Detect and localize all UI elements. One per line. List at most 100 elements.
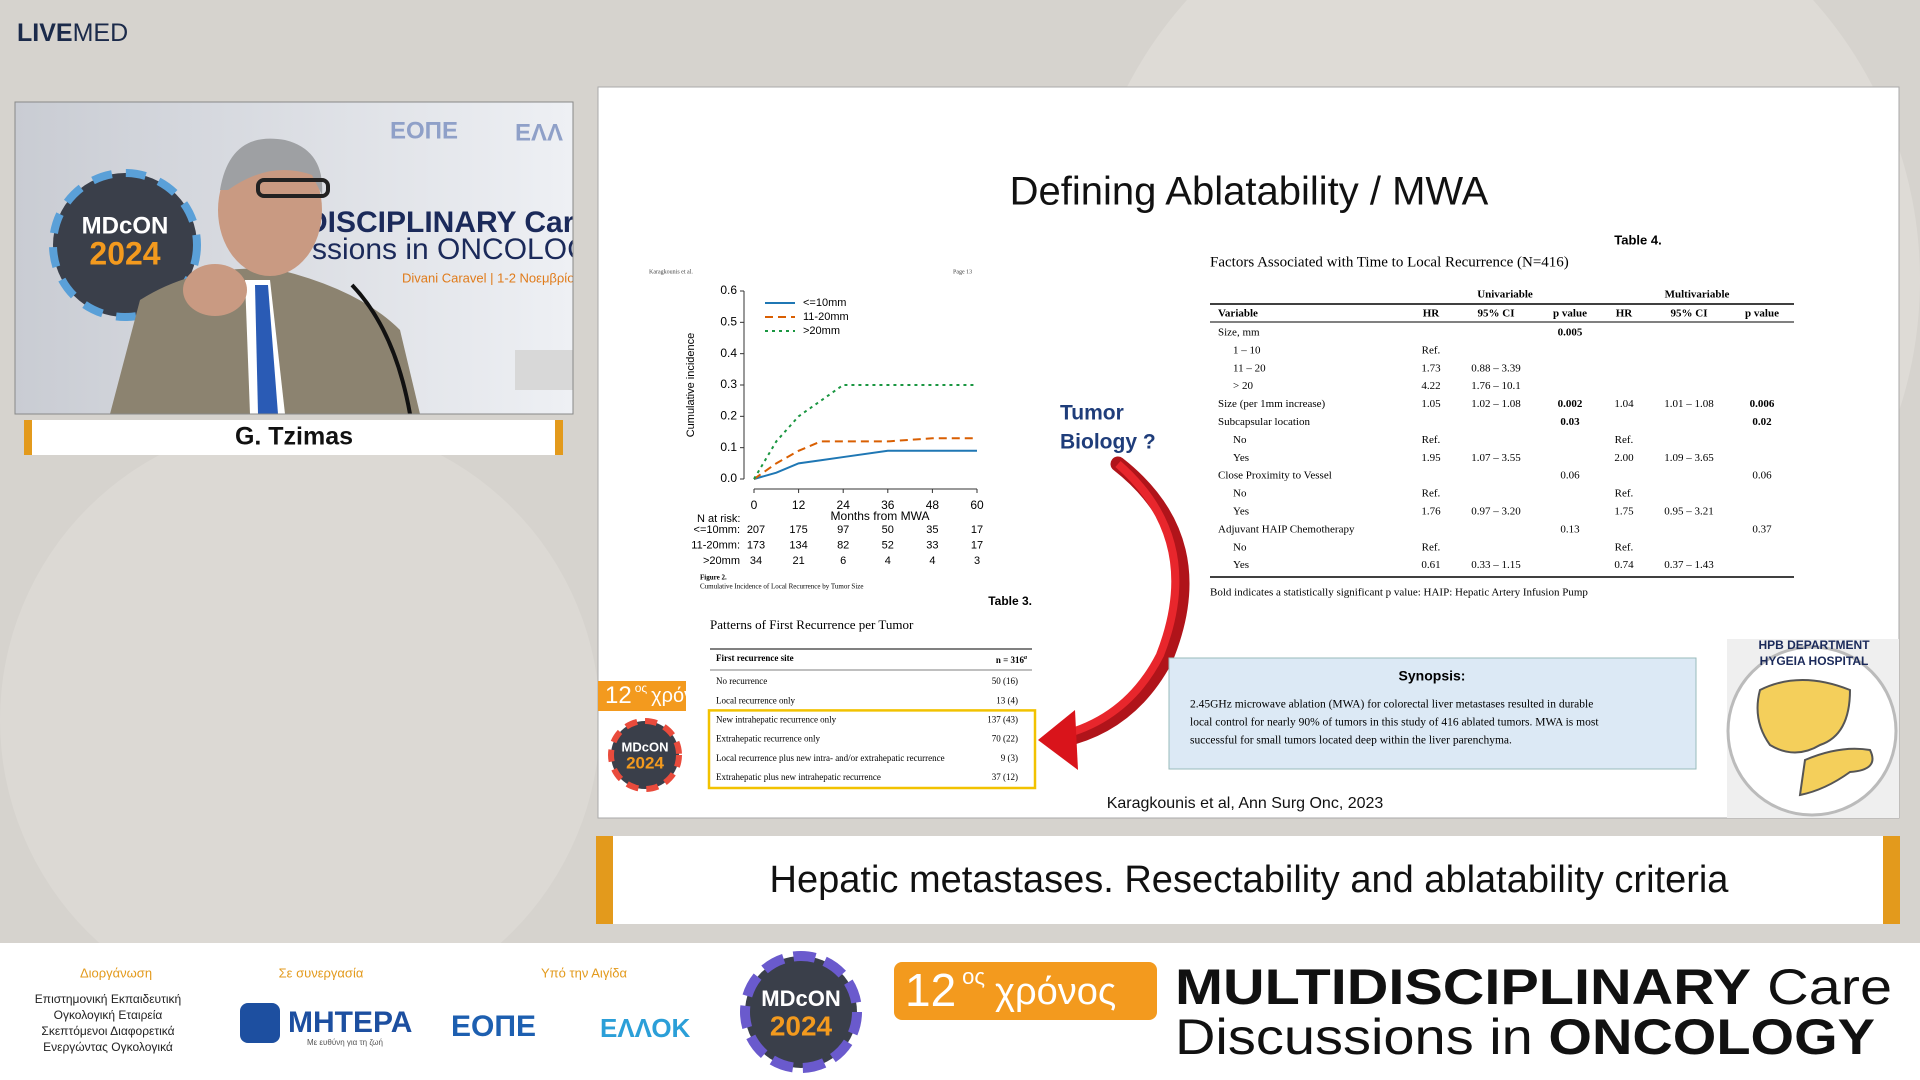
y-axis-label: Cumulative incidence bbox=[685, 333, 697, 438]
synopsis-text: successful for small tumors located deep… bbox=[1190, 735, 1512, 747]
event-light: Discussions in bbox=[1175, 1009, 1533, 1065]
cell: 0.005 bbox=[1558, 327, 1583, 339]
y-tick-label: 0.0 bbox=[720, 471, 737, 485]
cell: Local recurrence plus new intra- and/or … bbox=[716, 753, 945, 763]
cell: 0.33 – 1.15 bbox=[1471, 559, 1521, 571]
cell: No bbox=[1233, 541, 1247, 553]
table: Univariable Multivariable Variable HR 95% CI… bbox=[1210, 289, 1794, 578]
backdrop-logo bbox=[49, 169, 201, 321]
risk-label: <=10mm: bbox=[694, 524, 740, 536]
cell: 1.95 bbox=[1421, 452, 1441, 464]
citation: Karagkounis et al, Ann Surg Onc, 2023 bbox=[1107, 795, 1384, 812]
risk-count: 6 bbox=[840, 555, 846, 567]
name-bar bbox=[32, 420, 555, 455]
auspices-logo: ΕΟΠΕ bbox=[451, 1010, 536, 1043]
hpb-logo-text: HYGEIA HOSPITAL bbox=[1760, 654, 1869, 668]
cell: 0.74 bbox=[1614, 559, 1634, 571]
bg-shape bbox=[0, 420, 600, 1020]
x-tick-label: 24 bbox=[837, 498, 851, 512]
badge-sup: ος bbox=[962, 964, 985, 989]
badge-text: 12 ος χρόνος bbox=[605, 681, 715, 709]
x-tick-label: 36 bbox=[881, 498, 895, 512]
footnote-mark: a bbox=[1024, 655, 1027, 661]
running-head: Karagkounis et al. bbox=[649, 269, 693, 275]
annotation: Biology ? bbox=[1060, 431, 1156, 454]
risk-count: 4 bbox=[885, 555, 891, 567]
synopsis-text: 2.45GHz microwave ablation (MWA) for col… bbox=[1190, 699, 1593, 711]
organizer-text: Επιστημονική Εκπαιδευτική bbox=[35, 992, 181, 1006]
cell: 137 (43) bbox=[987, 714, 1018, 724]
cell: Ref. bbox=[1615, 488, 1634, 500]
logo-year: 2024 bbox=[626, 753, 664, 772]
cell: 13 (4) bbox=[996, 695, 1018, 705]
cell: Subcapsular location bbox=[1218, 416, 1310, 428]
event-line: MULTIDISCIPLINARY Care bbox=[1175, 959, 1892, 1015]
cell: Yes bbox=[1233, 452, 1249, 464]
cell: 50 (16) bbox=[992, 676, 1018, 686]
cell: Yes bbox=[1233, 506, 1249, 518]
logo-text: MDcON bbox=[622, 739, 669, 754]
x-tick-label: 12 bbox=[792, 498, 806, 512]
microphone bbox=[350, 283, 412, 414]
cell: 1.73 bbox=[1421, 362, 1441, 374]
cell: 9 (3) bbox=[1001, 753, 1018, 763]
badge-number: 12 bbox=[605, 682, 632, 709]
risk-count: 52 bbox=[882, 539, 894, 551]
cell: No bbox=[1233, 488, 1247, 500]
page-number: Page 13 bbox=[953, 269, 972, 275]
cell: Extrahepatic recurrence only bbox=[716, 734, 820, 744]
slide-badge bbox=[598, 681, 686, 711]
caption: Cumulative Incidence of Local Recurrence… bbox=[700, 583, 863, 591]
cell: 0.97 – 3.20 bbox=[1471, 506, 1521, 518]
footer-label: Διοργάνωση bbox=[80, 965, 152, 980]
risk-count: 97 bbox=[837, 524, 849, 536]
speaker-tie bbox=[255, 285, 278, 414]
cell: 0.06 bbox=[1560, 470, 1580, 482]
cell: 1.07 – 3.55 bbox=[1471, 452, 1521, 464]
cell: 1.05 bbox=[1421, 398, 1441, 410]
cell: Close Proximity to Vessel bbox=[1218, 470, 1332, 482]
cell: Size, mm bbox=[1218, 327, 1260, 339]
column-header: Variable bbox=[1218, 308, 1258, 320]
column-header: p value bbox=[1745, 308, 1779, 320]
risk-count: 82 bbox=[837, 539, 849, 551]
badge-word: χρόνος bbox=[995, 971, 1116, 1013]
highlight-box bbox=[707, 709, 1037, 790]
table: First recurrence site n = 316a No recurren… bbox=[707, 648, 1037, 790]
backdrop-venue: Divani Caravel | 1-2 Νοεμβρίου 2 bbox=[402, 270, 592, 285]
cell: 1.01 – 1.08 bbox=[1664, 398, 1714, 410]
cell: 0.13 bbox=[1560, 523, 1580, 535]
cell: 1.75 bbox=[1614, 506, 1634, 518]
column-header: HR bbox=[1616, 308, 1634, 320]
series-line bbox=[753, 384, 977, 480]
table-title: Patterns of First Recurrence per Tumor bbox=[710, 617, 914, 632]
logo-year: 2024 bbox=[770, 1010, 833, 1041]
badge-sup: ος bbox=[635, 681, 648, 695]
y-tick-label: 0.5 bbox=[720, 315, 737, 329]
organizer: Επιστημονική Εκπαιδευτική Ογκολογική Εται… bbox=[35, 992, 181, 1054]
risk-title: N at risk: bbox=[697, 513, 740, 525]
auspices-logo: ΕΛΛΟΚ bbox=[600, 1013, 691, 1043]
column-header: p value bbox=[1553, 308, 1587, 320]
backdrop-org: ΕΟΠΕ bbox=[390, 117, 458, 144]
speaker-glasses bbox=[256, 178, 330, 198]
badge-number: 12 bbox=[905, 964, 956, 1016]
cell: 0.95 – 3.21 bbox=[1664, 506, 1714, 518]
partner-name: ΜΗΤΕΡΑ bbox=[288, 1006, 412, 1039]
arrow-head bbox=[1038, 710, 1078, 770]
cell: 37 (12) bbox=[992, 772, 1018, 782]
column-header: 95% CI bbox=[1671, 308, 1708, 320]
cell: Ref. bbox=[1422, 434, 1441, 446]
cell: 0.03 bbox=[1560, 416, 1580, 428]
backdrop-panel bbox=[515, 350, 573, 390]
pancreas-icon bbox=[1798, 747, 1874, 797]
footer-badge bbox=[894, 962, 1157, 1020]
cell: 1.76 – 10.1 bbox=[1471, 380, 1521, 392]
legend-label: 11-20mm bbox=[803, 311, 849, 323]
risk-count: 134 bbox=[789, 539, 807, 551]
x-tick-label: 60 bbox=[970, 498, 984, 512]
liver-icon bbox=[1756, 679, 1852, 754]
cell: 0.006 bbox=[1750, 398, 1775, 410]
cell: Ref. bbox=[1615, 434, 1634, 446]
